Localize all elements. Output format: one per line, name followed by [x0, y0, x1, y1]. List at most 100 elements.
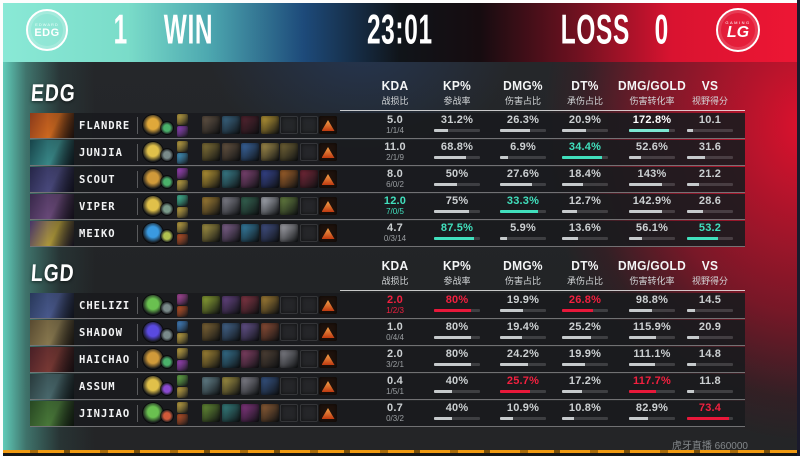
- right-team-score: 0: [654, 6, 670, 53]
- stat-bar: [687, 129, 733, 132]
- stat-vs: 11.8: [670, 375, 750, 393]
- keystone-rune-icon: [143, 223, 163, 243]
- edg-logo-subtext: EDWARD: [35, 21, 59, 27]
- stat-bar: [629, 390, 675, 393]
- item-slots: [202, 197, 339, 216]
- stat-bar: [629, 417, 675, 420]
- item-slot-icon: [221, 296, 240, 314]
- item-slot-empty: [299, 296, 318, 314]
- champion-portrait: [30, 113, 74, 138]
- stat-bar: [434, 336, 480, 339]
- summoner-spell-icon: [177, 207, 188, 218]
- item-slot-icon: [241, 170, 259, 188]
- summoner-spells: [177, 114, 189, 138]
- bottom-gold-bar: [0, 450, 800, 453]
- summoner-spell-icon: [177, 153, 188, 164]
- stat-dt: 18.4%: [545, 168, 625, 186]
- item-slot-icon: [202, 350, 220, 368]
- stat-bar: [434, 363, 480, 366]
- summoner-spell-icon: [177, 360, 188, 371]
- item-slot-icon: [202, 170, 220, 188]
- summoner-spell-icon: [177, 141, 188, 152]
- item-slot-icon: [260, 197, 279, 215]
- champion-portrait: [30, 221, 74, 246]
- stat-kda: 2.0 3/2/1: [355, 348, 435, 369]
- stat-bar: [629, 336, 675, 339]
- item-slot-empty: [280, 296, 298, 314]
- item-slots: [202, 116, 339, 135]
- summoner-spell-icon: [177, 294, 188, 305]
- stat-bar: [687, 183, 733, 186]
- stat-bar: [562, 390, 608, 393]
- item-slot-icon: [221, 404, 240, 422]
- stat-bar: [629, 156, 675, 159]
- lgd-team-logo: GAMING LG: [716, 8, 760, 52]
- stat-kp: 40%: [417, 402, 497, 420]
- player-name: JUNJIA: [79, 147, 123, 159]
- divider: [137, 171, 138, 188]
- stat-bar: [562, 129, 608, 132]
- player-row: SCOUT 8.0 6/0/2 50% 27.6% 18.4% 143% 21.2: [30, 167, 745, 193]
- stat-bar: [687, 390, 733, 393]
- secondary-rune-icon: [161, 122, 173, 134]
- stat-kda: 8.0 6/0/2: [355, 168, 435, 189]
- stat-dmggold: 52.6%: [612, 141, 692, 159]
- stat-dmg: 33.3%: [483, 195, 563, 213]
- item-slots: [202, 170, 339, 189]
- col-header-kda: KDA 战损比: [381, 258, 409, 286]
- keystone-rune-icon: [143, 142, 163, 162]
- edg-logo-text: EDG: [34, 26, 60, 39]
- divider: [137, 144, 138, 161]
- stat-kda: 12.0 7/0/5: [355, 195, 435, 216]
- kda-detail: 2/1/9: [386, 153, 404, 162]
- summoner-spell-icon: [177, 180, 188, 191]
- player-row: FLANDRE 5.0 1/1/4 31.2% 26.3% 20.9% 172.8% 10.1: [30, 113, 745, 139]
- team-section-lgd: LGD KDA 战损比 KP% 参战率 DMG% 伤害占比 DT% 承伤占比 DMG/GOLD 伤…: [30, 257, 745, 429]
- summoner-spell-icon: [177, 387, 188, 398]
- stat-dmggold: 117.7%: [612, 375, 692, 393]
- stat-bar: [687, 237, 733, 240]
- trinket-ward-icon: [319, 377, 337, 395]
- stat-bar: [500, 156, 546, 159]
- player-name: CHELIZI: [79, 300, 131, 312]
- item-slot-icon: [202, 377, 220, 395]
- summoner-spells: [177, 141, 189, 165]
- summoner-spell-icon: [177, 348, 188, 359]
- col-header-dt: DT% 承伤占比: [566, 78, 603, 106]
- player-row: ASSUM 0.4 1/5/1 40% 25.7% 17.2% 117.7% 11.8: [30, 374, 745, 400]
- item-slot-icon: [202, 116, 220, 134]
- stat-bar: [434, 129, 480, 132]
- summoner-spell-icon: [177, 402, 188, 413]
- item-slot-icon: [202, 296, 220, 314]
- stat-kp: 80%: [417, 321, 497, 339]
- stat-vs: 28.6: [670, 195, 750, 213]
- item-slot-icon: [221, 197, 240, 215]
- stat-bar: [434, 417, 480, 420]
- player-name: SHADOW: [79, 327, 123, 339]
- summoner-spell-icon: [177, 333, 188, 344]
- stat-kda: 2.0 1/2/3: [355, 294, 435, 315]
- stat-dt: 10.8%: [545, 402, 625, 420]
- stat-kp: 80%: [417, 348, 497, 366]
- keystone-rune-icon: [143, 196, 163, 216]
- item-slot-icon: [221, 170, 240, 188]
- kda-detail: 1/1/4: [386, 126, 404, 135]
- col-header-vs: VS 视野得分: [691, 78, 728, 106]
- stat-dmg: 26.3%: [483, 114, 563, 132]
- item-slot-icon: [241, 404, 259, 422]
- stream-watermark: 虎牙直播 660000: [671, 441, 748, 452]
- stat-bar: [687, 336, 733, 339]
- stat-bar: [562, 363, 608, 366]
- trinket-ward-icon: [319, 197, 337, 215]
- player-row: CHELIZI 2.0 1/2/3 80% 19.9% 26.8% 98.8% 14.5: [30, 293, 745, 319]
- stat-bar: [500, 237, 546, 240]
- stat-dt: 25.2%: [545, 321, 625, 339]
- player-name: ASSUM: [79, 381, 116, 393]
- stat-bar: [562, 309, 608, 312]
- trinket-ward-icon: [319, 170, 337, 188]
- stat-kp: 87.5%: [417, 222, 497, 240]
- stat-dmggold: 172.8%: [612, 114, 692, 132]
- stat-dmggold: 98.8%: [612, 294, 692, 312]
- item-slot-icon: [260, 377, 279, 395]
- stat-dmg: 25.7%: [483, 375, 563, 393]
